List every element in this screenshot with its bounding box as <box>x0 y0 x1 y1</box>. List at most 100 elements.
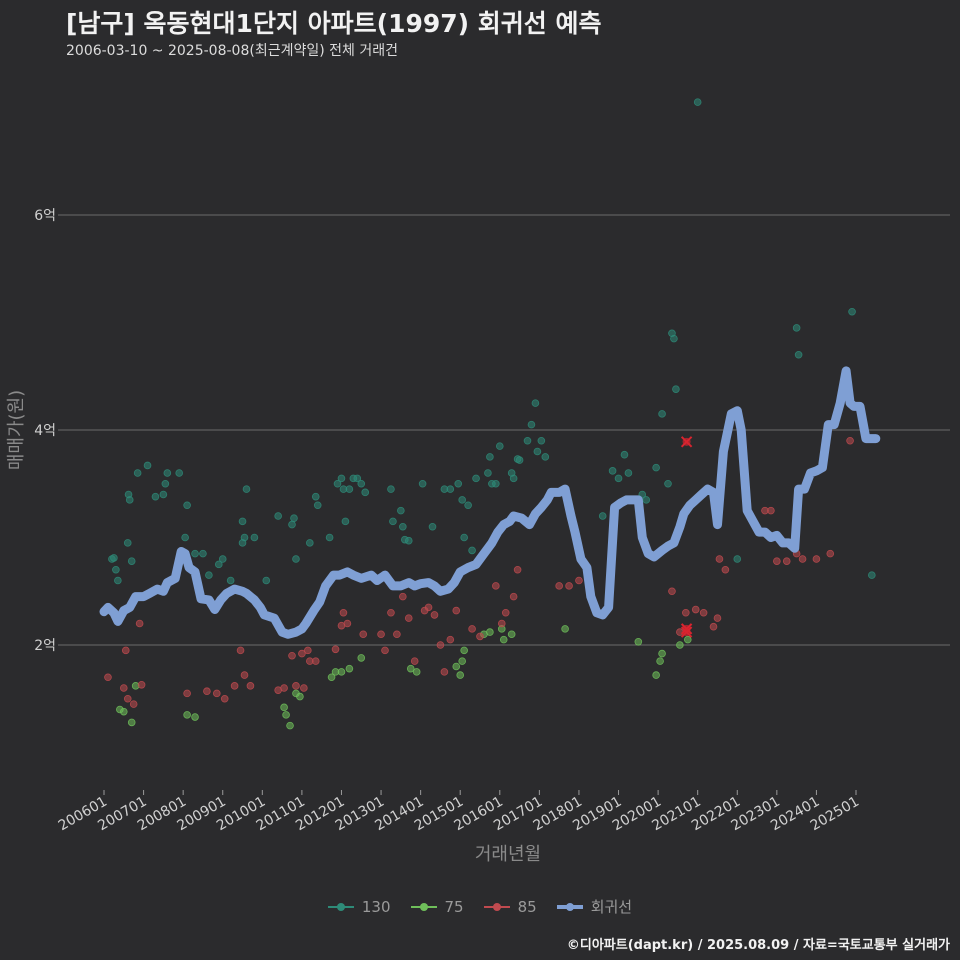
point-85 <box>359 630 368 639</box>
point-130 <box>652 463 660 472</box>
point-130 <box>598 512 607 520</box>
point-75 <box>656 657 664 665</box>
y-tick-label: 4억 <box>34 423 56 439</box>
y-tick-label: 6억 <box>34 208 56 224</box>
point-75 <box>282 711 290 719</box>
point-130 <box>361 488 370 497</box>
point-85 <box>668 587 676 596</box>
point-75 <box>460 646 468 655</box>
footer-credit: ©디아파트(dapt.kr) / 2025.08.09 / 자료=국토교통부 실… <box>566 938 950 953</box>
point-130 <box>290 514 298 522</box>
point-130 <box>458 496 466 504</box>
point-85 <box>298 649 306 658</box>
point-130 <box>389 517 397 526</box>
point-130 <box>191 549 199 558</box>
point-85 <box>339 608 348 617</box>
legend-item-75[interactable]: 75 <box>410 896 464 917</box>
point-130 <box>399 522 407 531</box>
point-75 <box>119 707 128 716</box>
point-130 <box>533 447 542 456</box>
point-130 <box>181 533 189 542</box>
point-85 <box>767 506 775 515</box>
point-130 <box>143 461 152 470</box>
point-130 <box>531 399 540 407</box>
point-85 <box>565 582 573 590</box>
y-tick-labels: 2억 4억 6억 <box>34 208 56 654</box>
point-130 <box>337 474 346 483</box>
x-axis-label: 거래년월 <box>475 844 541 865</box>
point-130 <box>112 565 120 574</box>
point-130 <box>183 501 191 510</box>
point-130 <box>672 385 680 393</box>
point-85 <box>446 635 455 644</box>
point-85 <box>104 673 112 682</box>
point-130 <box>418 479 427 488</box>
legend-item-130[interactable]: 130 <box>327 896 391 917</box>
point-130 <box>515 456 524 464</box>
point-130 <box>404 536 413 545</box>
legend-key-75 <box>410 900 437 914</box>
point-85 <box>288 651 296 660</box>
chart-subtitle: 2006-03-10 ~ 2025-08-08(최근계약일) 전체 거래건 <box>66 43 398 59</box>
point-85 <box>846 436 854 445</box>
point-85 <box>509 592 518 601</box>
point-130 <box>218 555 227 563</box>
legend-item-85[interactable]: 85 <box>483 896 537 917</box>
legend-key-trend <box>556 900 583 914</box>
point-75 <box>286 721 294 730</box>
y-axis-label: 매매가(원) <box>6 390 27 470</box>
point-130 <box>333 479 342 488</box>
point-75 <box>412 668 421 676</box>
point-85 <box>399 592 407 601</box>
point-85 <box>213 689 221 698</box>
point-130 <box>537 436 546 445</box>
point-85 <box>721 565 730 574</box>
point-85 <box>137 680 146 689</box>
point-130 <box>792 324 801 332</box>
point-75 <box>683 635 692 644</box>
point-85 <box>236 646 245 655</box>
point-75 <box>280 703 288 712</box>
point-75 <box>406 664 415 673</box>
point-85 <box>555 582 563 590</box>
highlight-x-marker <box>680 436 693 448</box>
point-130 <box>357 479 366 488</box>
point-130 <box>292 555 300 563</box>
legend-label-75: 75 <box>444 897 464 916</box>
point-130 <box>670 334 678 343</box>
point-130 <box>664 479 672 488</box>
point-85 <box>782 557 791 565</box>
legend-label-85: 85 <box>517 897 537 916</box>
point-130 <box>428 522 437 531</box>
point-130 <box>492 479 500 488</box>
point-85 <box>513 565 522 574</box>
legend-label-130: 130 <box>361 897 391 916</box>
point-130 <box>527 420 536 429</box>
point-75 <box>327 673 336 682</box>
point-130 <box>240 533 249 542</box>
point-85 <box>331 645 340 654</box>
point-75 <box>296 692 304 701</box>
point-130 <box>238 517 247 526</box>
point-85 <box>343 619 352 628</box>
legend-item-trend[interactable]: 회귀선 <box>556 896 632 917</box>
point-85 <box>183 689 191 698</box>
point-85 <box>812 555 821 563</box>
point-85 <box>393 630 401 639</box>
point-130 <box>199 549 207 558</box>
trend-line-path <box>99 366 881 639</box>
highlight-markers <box>680 436 693 638</box>
point-85 <box>575 576 583 585</box>
point-130 <box>311 492 320 501</box>
point-130 <box>114 576 122 585</box>
point-130 <box>175 469 184 477</box>
point-75 <box>652 671 660 679</box>
point-130 <box>460 533 468 542</box>
legend-key-85 <box>483 900 510 914</box>
point-75 <box>127 718 136 727</box>
point-85 <box>292 682 300 690</box>
point-130 <box>495 442 504 450</box>
point-75 <box>452 662 461 671</box>
point-130 <box>693 98 702 106</box>
point-130 <box>274 512 282 520</box>
